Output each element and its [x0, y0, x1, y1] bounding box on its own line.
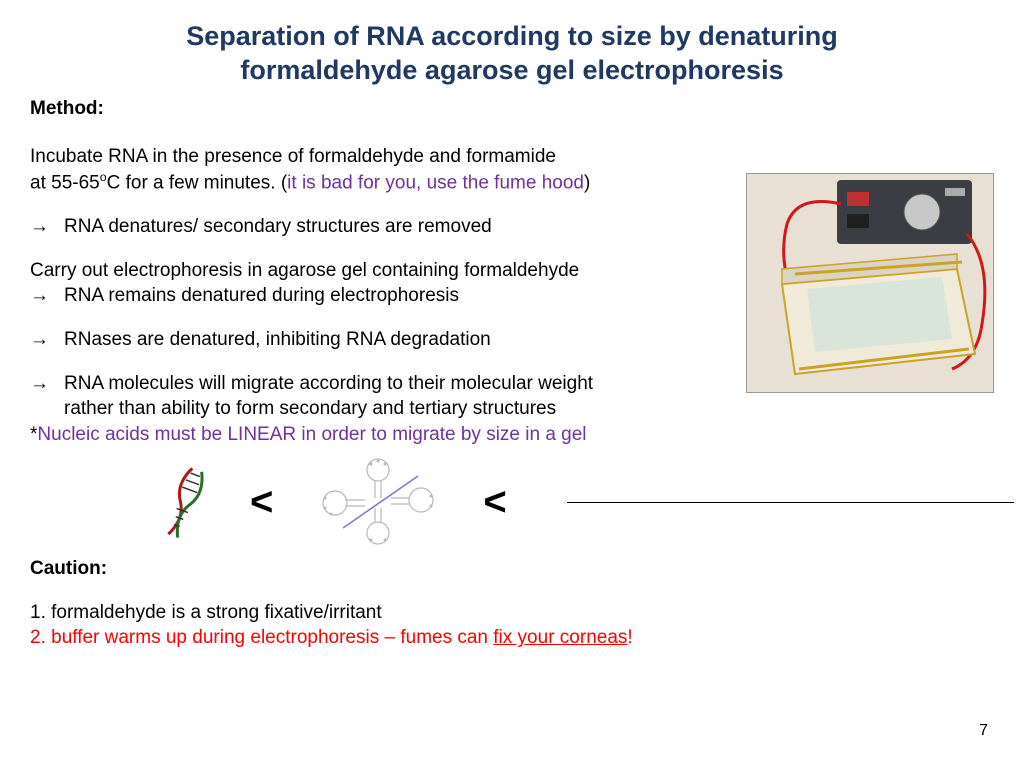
bullet-rnases-text: RNases are denatured, inhibiting RNA deg… — [64, 327, 491, 353]
page-number: 7 — [979, 722, 988, 740]
title-line-1: Separation of RNA according to size by d… — [186, 21, 838, 51]
less-than-2: < — [483, 480, 506, 525]
fume-hood-warning: it is bad for you, use the fume hood — [287, 172, 584, 193]
bullet-migrate-text: RNA molecules will migrate according to … — [64, 371, 593, 422]
rna-cloverleaf-icon — [313, 458, 443, 548]
degree-superscript: o — [100, 170, 107, 184]
incubate-close: ) — [584, 172, 590, 193]
caution2-emphasis: fix your corneas — [493, 627, 627, 648]
title-line-2: formaldehyde agarose gel electrophoresis — [240, 55, 783, 85]
slide-title: Separation of RNA according to size by d… — [30, 20, 994, 88]
arrow-icon: → — [30, 214, 64, 240]
caution2-prefix: 2. buffer warms up during electrophoresi… — [30, 627, 493, 648]
linear-note-line: *Nucleic acids must be LINEAR in order t… — [30, 422, 994, 448]
rna-helix-icon — [160, 463, 210, 543]
arrow-icon: → — [30, 283, 64, 309]
caution-heading: Caution: — [30, 558, 994, 580]
incubate-mid: C for a few minutes. ( — [107, 172, 288, 193]
caution2-suffix: ! — [627, 627, 632, 648]
linear-rna-line — [567, 502, 1014, 503]
incubate-line1: Incubate RNA in the presence of formalde… — [30, 146, 556, 167]
structure-comparison-row: < < — [160, 458, 994, 548]
bullet-remains-text: RNA remains denatured during electrophor… — [64, 283, 459, 309]
caution-item-2: 2. buffer warms up during electrophoresi… — [30, 625, 994, 651]
linear-note: Nucleic acids must be LINEAR in order to… — [37, 424, 586, 445]
method-heading: Method: — [30, 98, 994, 120]
gel-apparatus-photo — [746, 173, 994, 393]
less-than-1: < — [250, 480, 273, 525]
bullet-denatures-text: RNA denatures/ secondary structures are … — [64, 214, 492, 240]
incubate-prefix: at 55-65 — [30, 172, 100, 193]
arrow-icon: → — [30, 371, 64, 397]
caution-item-1: 1. formaldehyde is a strong fixative/irr… — [30, 600, 994, 626]
arrow-icon: → — [30, 327, 64, 353]
